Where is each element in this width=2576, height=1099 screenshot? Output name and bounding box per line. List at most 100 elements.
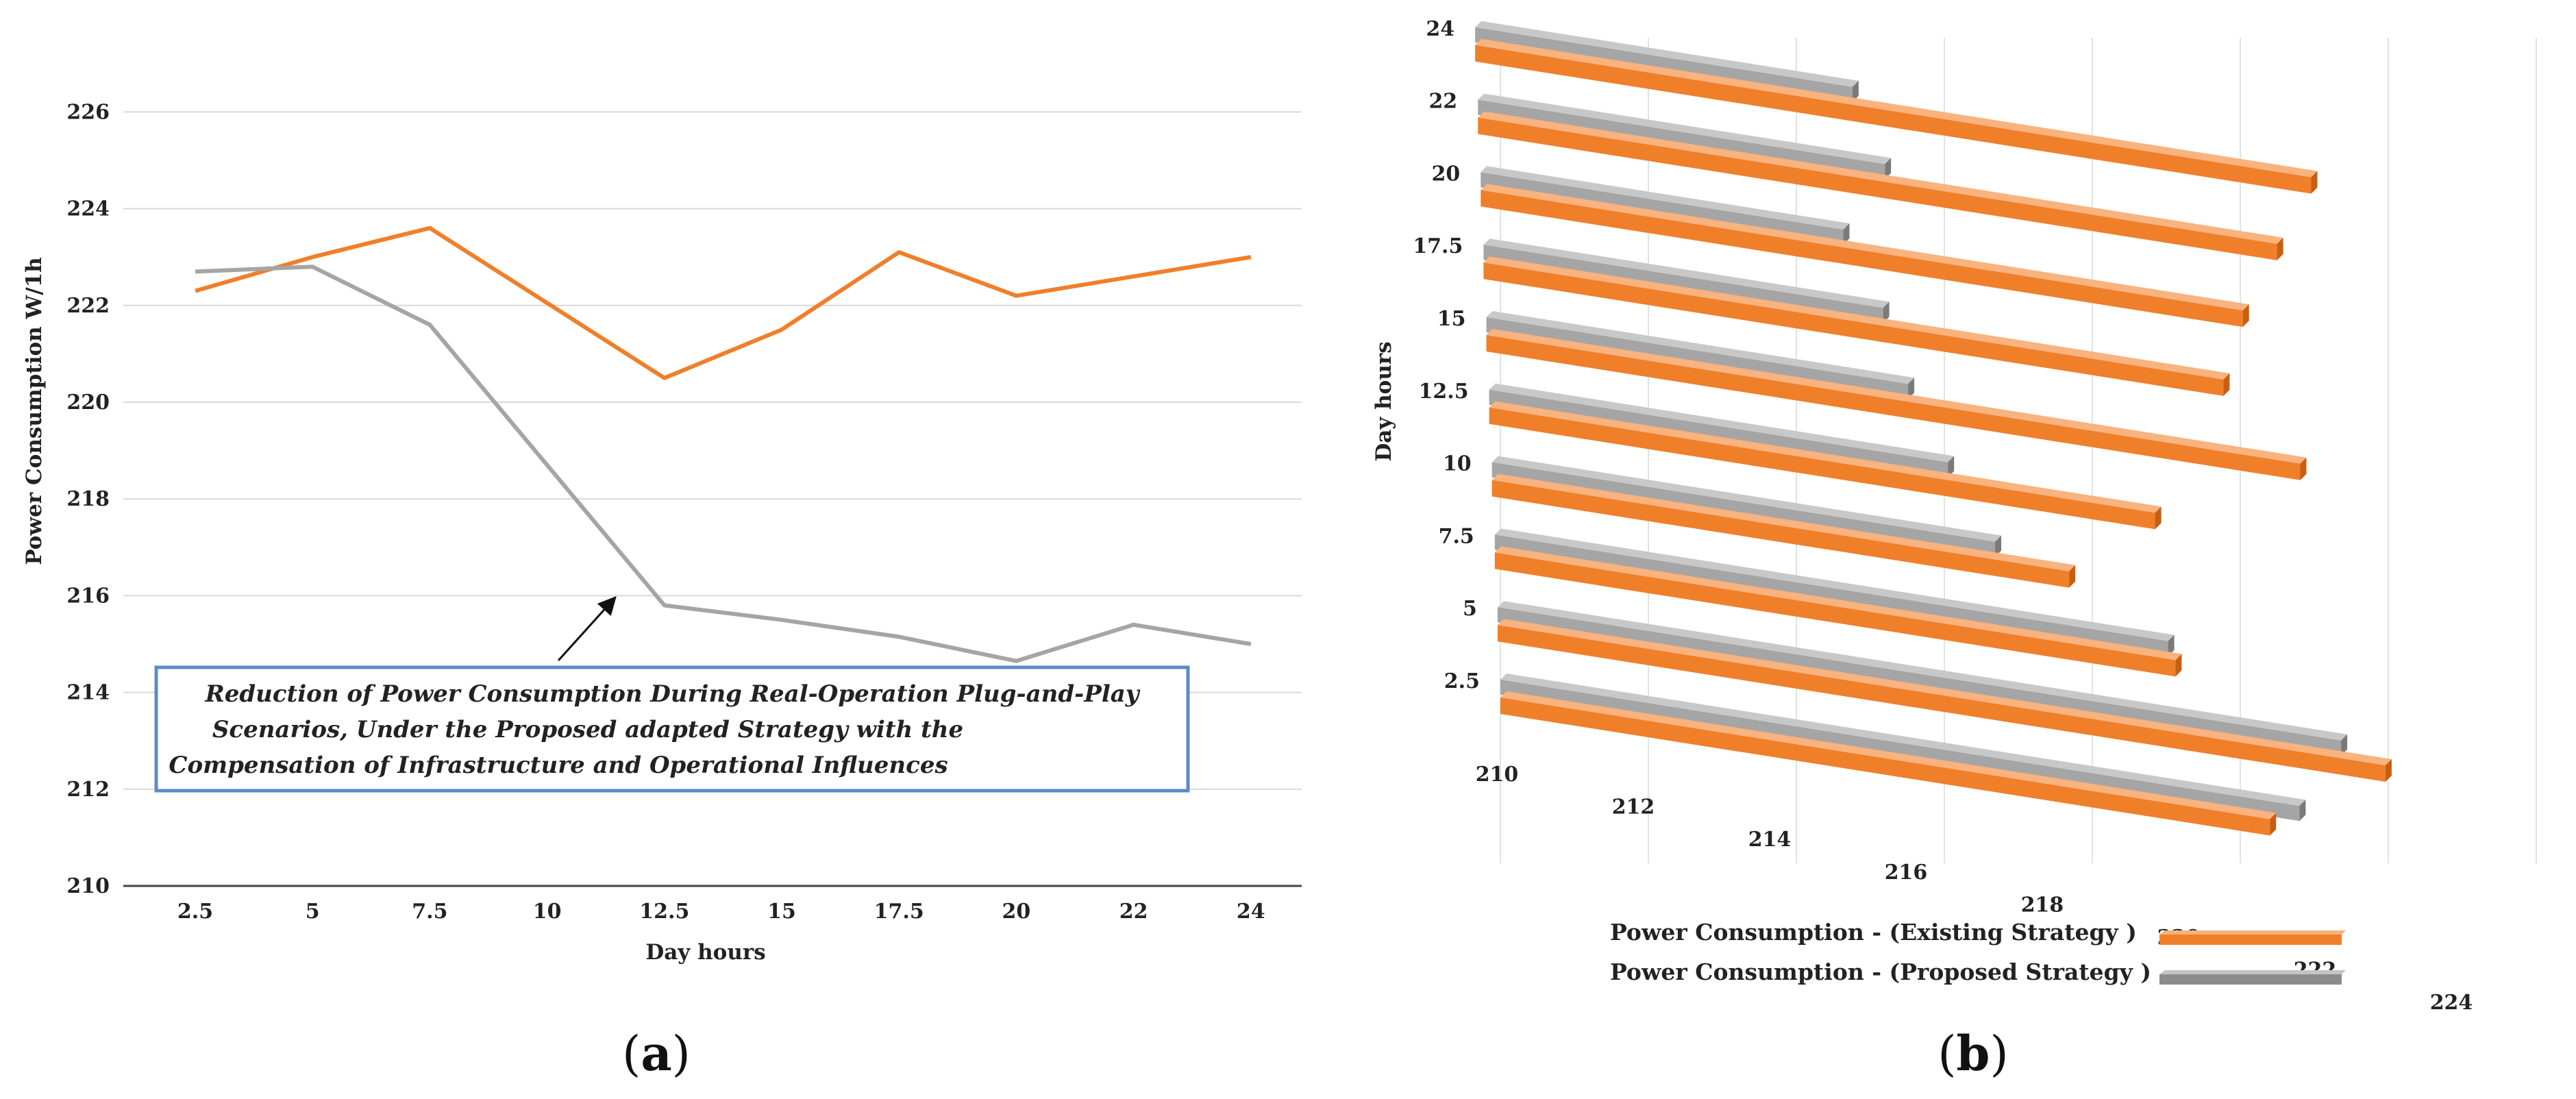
x-tick-label: 22	[1119, 900, 1148, 924]
annotation-arrow	[557, 595, 617, 662]
annotation-line-1: Reduction of Power Consumption During Re…	[204, 680, 1140, 708]
category-label: 2.5	[1444, 669, 1480, 693]
bar-top-face	[1478, 111, 2283, 244]
legend-swatch-proposed-top	[2159, 970, 2346, 974]
bar-end-face	[2168, 634, 2175, 656]
panel-label-b: (b)	[1937, 1025, 2009, 1082]
value-tick-label: 218	[2021, 893, 2064, 917]
bar-front-face	[1500, 697, 2270, 836]
bar-end-face	[1883, 301, 1890, 323]
panel-paren-open: (	[1937, 1026, 1956, 1082]
bar-existing	[1494, 546, 2182, 677]
bar-top-face	[1497, 601, 2348, 741]
bar-end-face	[2155, 506, 2162, 530]
y-tick-label: 224	[66, 197, 110, 221]
series-line-proposed-strategy	[195, 264, 1252, 663]
value-tick-label: 214	[1748, 828, 1792, 852]
bar-top-face	[1483, 238, 1890, 308]
legend-label-proposed: Power Consumption - (Proposed Strategy )	[1610, 959, 2151, 985]
category-label: 22	[1428, 90, 1457, 114]
value-tick-label: 216	[1885, 861, 1928, 885]
panel-paren-close: )	[672, 1026, 691, 1082]
annotation-box	[154, 665, 1190, 793]
category-label: 20	[1432, 162, 1461, 186]
annotation-line-3: Compensation of Infrastructure and Opera…	[169, 752, 948, 779]
bar-top-face	[1483, 256, 2230, 380]
bars	[1475, 21, 2392, 836]
panel-letter-b: b	[1957, 1025, 1990, 1082]
bar-end-face	[2385, 758, 2392, 782]
bar-end-face	[2277, 237, 2283, 260]
panel-paren-close: )	[1990, 1026, 2008, 1082]
legend-swatch-existing	[2159, 935, 2342, 945]
legend-label-existing: Power Consumption - (Existing Strategy )	[1610, 919, 2137, 946]
bar-top-face	[1481, 166, 1850, 230]
y-axis-title: Power Consumption W/1h	[22, 257, 47, 565]
bar-top-face	[1491, 456, 2002, 542]
x-tick-label: 20	[1002, 900, 1031, 924]
annotation-line-2: Scenarios, Under the Proposed adapted St…	[212, 716, 963, 743]
bar-existing	[1491, 473, 2076, 588]
bar-front-face	[1489, 407, 2155, 530]
bar-end-face	[1995, 535, 2002, 557]
y-tick-label: 226	[66, 100, 110, 124]
legend-swatch-existing-top	[2159, 930, 2346, 935]
bar-end-face	[1948, 456, 1955, 478]
y-tick-label: 212	[66, 778, 110, 802]
bar-top-face	[1500, 674, 2306, 806]
y-tick-label: 216	[66, 584, 110, 608]
y-axis-title: Day hours	[1372, 341, 1396, 461]
bar-end-face	[1843, 223, 1850, 245]
bar-front-face	[1497, 625, 2386, 782]
x-tick-label: 10	[533, 900, 562, 924]
category-label: 24	[1426, 17, 1454, 41]
bar-existing	[1489, 401, 2162, 530]
bar-end-face	[2223, 373, 2230, 396]
value-tick-label: 210	[1476, 763, 1519, 787]
bar-top-face	[1486, 329, 2307, 464]
bar-end-face	[1852, 80, 1859, 102]
panel-letter-a: a	[641, 1025, 671, 1082]
bar-top-face	[1478, 93, 1892, 164]
bar-front-face	[1481, 190, 2243, 328]
bar-top-face	[1481, 184, 2249, 311]
x-tick-label: 2.5	[177, 900, 213, 924]
bar-end-face	[2311, 171, 2318, 194]
category-label: 7.5	[1439, 524, 1474, 548]
category-label: 10	[1443, 452, 1472, 476]
bar-existing	[1483, 256, 2230, 396]
x-axis-title: Day hours	[645, 940, 765, 965]
bar-existing	[1486, 329, 2307, 480]
x-tick-label: 17.5	[874, 900, 924, 924]
category-label: 17.5	[1413, 234, 1463, 258]
bar-end-face	[2299, 800, 2306, 822]
panel-paren-open: (	[622, 1026, 641, 1082]
bar-end-face	[2300, 457, 2307, 480]
bar-front-face	[1494, 552, 2176, 677]
bar-top-face	[1500, 691, 2277, 819]
value-tick-label: 212	[1612, 795, 1655, 819]
x-tick-label: 5	[306, 900, 320, 924]
x-tick-label: 7.5	[412, 900, 447, 924]
bar-front-face	[1475, 45, 2312, 194]
bar-top-face	[1491, 473, 2076, 571]
bar-existing	[1478, 111, 2283, 260]
y-tick-label: 220	[66, 391, 110, 415]
category-label: 12.5	[1419, 380, 1469, 404]
y-tick-label: 218	[66, 487, 110, 511]
bar-end-face	[2341, 734, 2348, 756]
bar-front-face	[1491, 480, 2070, 588]
category-label: 5	[1463, 597, 1477, 621]
series-line-existing-strategy	[195, 225, 1252, 380]
legend: Power Consumption - (Existing Strategy )…	[1610, 919, 2346, 985]
bar-existing	[1475, 38, 2318, 194]
x-tick-labels: 2.5 5 7.5 10 12.5 15 17.5 20 22 24	[177, 900, 1265, 924]
x-tick-label: 15	[767, 900, 796, 924]
bar-top-face	[1494, 528, 2175, 641]
bar-end-face	[2270, 813, 2277, 836]
y-tick-label: 222	[66, 294, 110, 318]
panel-label-a: (a)	[622, 1025, 691, 1082]
bar-top-face	[1497, 619, 2392, 765]
